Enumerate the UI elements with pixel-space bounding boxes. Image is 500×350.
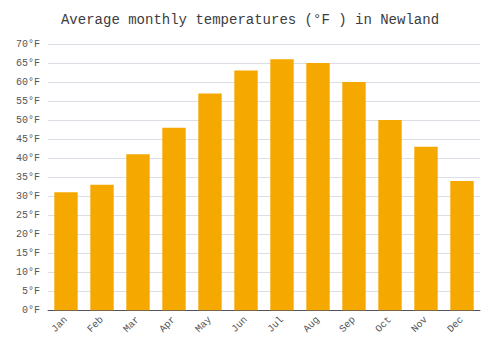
svg-text:Apr: Apr [157,314,177,334]
svg-text:50°F: 50°F [16,115,40,126]
svg-text:Jul: Jul [265,314,285,334]
svg-text:10°F: 10°F [16,267,40,278]
svg-text:Oct: Oct [373,314,393,334]
svg-text:0°F: 0°F [22,305,40,316]
svg-text:15°F: 15°F [16,248,40,259]
svg-text:20°F: 20°F [16,229,40,240]
svg-text:40°F: 40°F [16,153,40,164]
svg-text:70°F: 70°F [16,39,40,50]
svg-text:35°F: 35°F [16,172,40,183]
svg-text:25°F: 25°F [16,210,40,221]
svg-text:45°F: 45°F [16,134,40,145]
svg-text:30°F: 30°F [16,191,40,202]
svg-text:5°F: 5°F [22,286,40,297]
svg-text:Jun: Jun [229,314,249,334]
svg-text:60°F: 60°F [16,77,40,88]
svg-text:Jan: Jan [49,314,69,334]
svg-text:Sep: Sep [337,314,357,334]
svg-text:Average monthly temperatures (: Average monthly temperatures (°F ) in Ne… [61,12,439,28]
svg-text:65°F: 65°F [16,58,40,69]
svg-text:Aug: Aug [301,314,321,334]
svg-text:Nov: Nov [409,314,429,334]
svg-text:Dec: Dec [445,314,465,334]
svg-text:Feb: Feb [85,314,105,334]
svg-text:55°F: 55°F [16,96,40,107]
svg-text:May: May [193,314,213,334]
svg-text:Mar: Mar [121,314,141,334]
